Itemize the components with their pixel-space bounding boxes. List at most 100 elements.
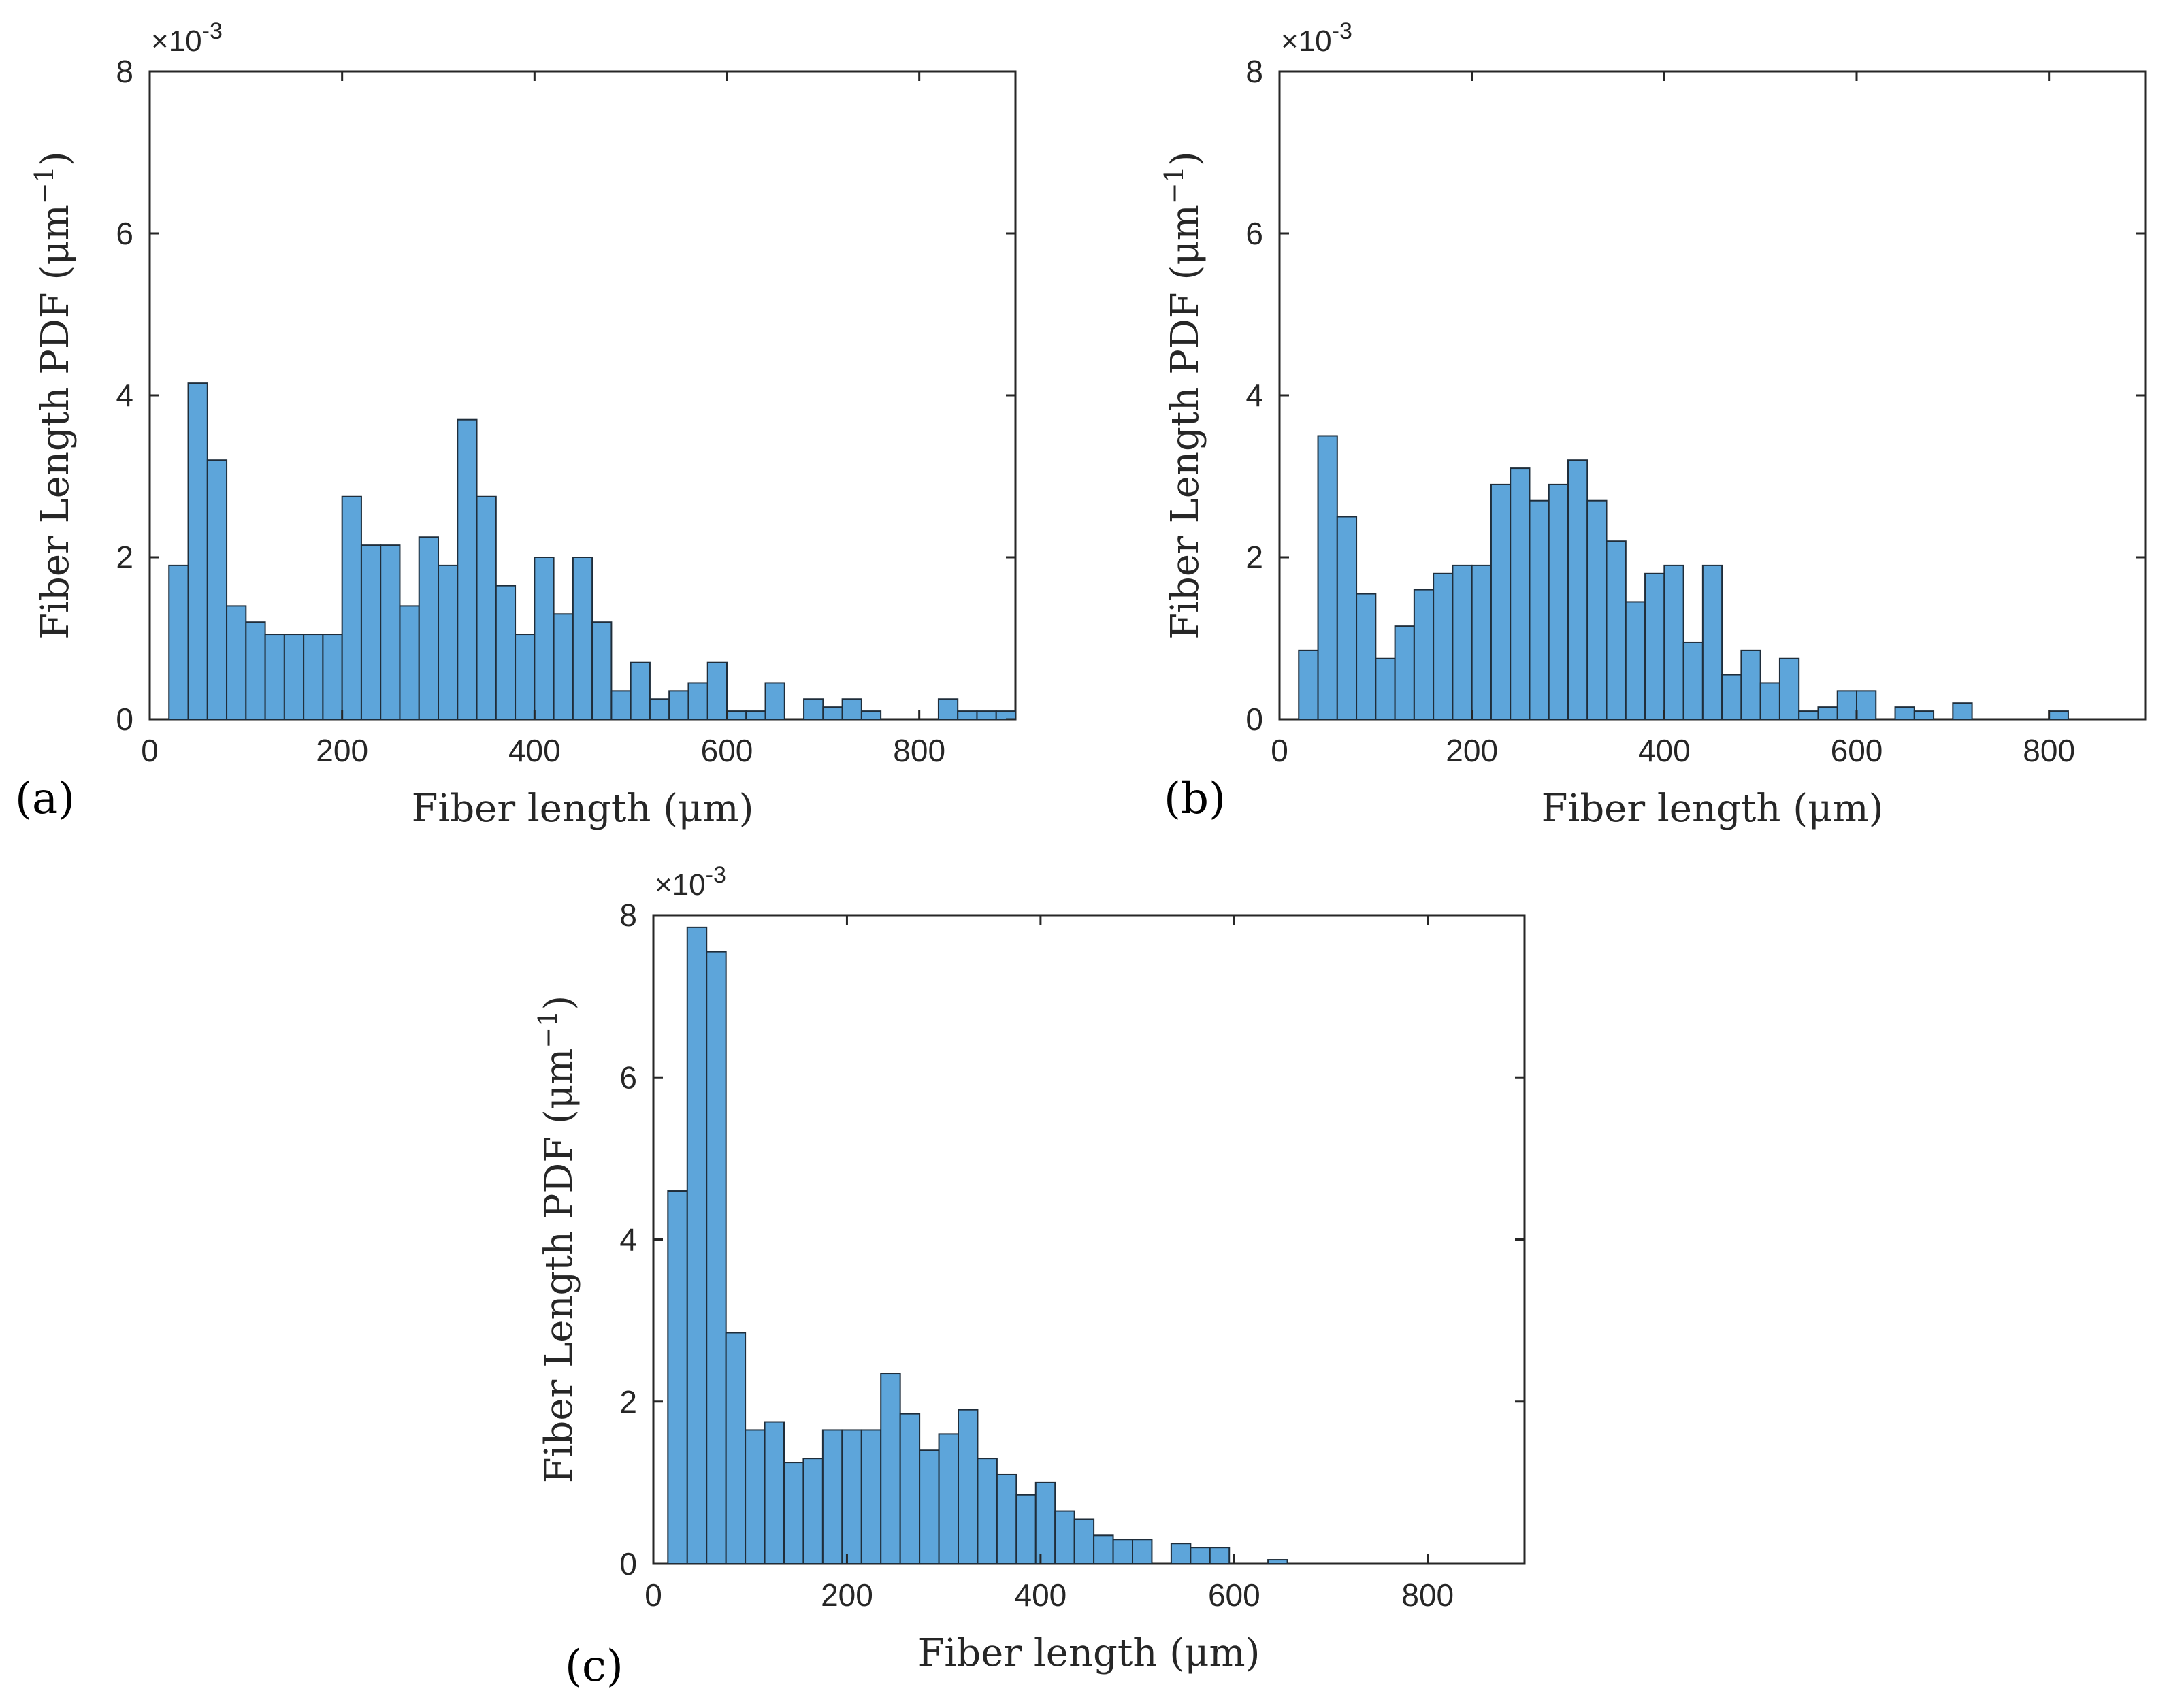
histogram-bar: [725, 1332, 747, 1565]
histogram-bar: [1567, 459, 1588, 720]
y-axis-label: Fiber Length PDF (μm−1): [1159, 151, 1207, 639]
y-tick-label: 4: [619, 1222, 637, 1258]
histogram-bar: [976, 710, 997, 720]
histogram-bar: [303, 634, 324, 720]
histogram-bar: [745, 1429, 766, 1565]
histogram-bar: [553, 613, 574, 720]
y-tick-label: 8: [1245, 54, 1263, 89]
histogram-bar: [168, 564, 189, 721]
x-tick-label: 0: [1271, 733, 1288, 768]
histogram-bar: [610, 690, 632, 720]
histogram-bar: [206, 459, 228, 720]
y-tick-label: 8: [116, 54, 133, 89]
histogram-bar: [1644, 572, 1665, 720]
histogram-bar: [1073, 1518, 1095, 1564]
histogram-bar: [822, 706, 843, 721]
histogram-bar: [937, 698, 959, 720]
histogram-bar: [841, 698, 862, 720]
histogram-bar: [764, 682, 785, 721]
y-tick-label: 0: [1245, 702, 1263, 737]
x-axis-label: Fiber length (μm): [918, 1631, 1260, 1675]
histogram-bar: [264, 634, 285, 720]
histogram-bar: [1112, 1539, 1133, 1564]
histogram-bar: [1701, 564, 1723, 721]
panel-letter: (c): [565, 1641, 623, 1692]
histogram-bar: [1625, 601, 1646, 721]
y-exponent-label: ×10-3: [1281, 18, 1352, 58]
histogram-bar: [380, 544, 401, 721]
histogram-bar: [1529, 499, 1550, 720]
histogram-bar: [977, 1458, 998, 1564]
histogram-bar: [649, 698, 670, 720]
histogram-bar: [1093, 1534, 1114, 1564]
histogram-bar: [534, 557, 555, 720]
histogram-bar: [1856, 690, 1877, 720]
histogram-bar: [495, 585, 517, 721]
y-tick-label: 0: [116, 702, 133, 737]
histogram-bar: [457, 418, 478, 720]
x-tick-label: 200: [1446, 733, 1498, 768]
histogram-bar: [1490, 483, 1512, 721]
histogram-bar: [841, 1429, 862, 1565]
panel-c: 0 200 400 600 800 0 2 4 6 8 ×10-3 Fiber length (μm)…: [533, 862, 1526, 1692]
histogram-bar: [1413, 589, 1435, 720]
y-tick-label: 4: [116, 378, 133, 413]
y-tick-label: 0: [619, 1546, 637, 1581]
y-axis-label: Fiber Length PDF (μm−1): [533, 996, 581, 1483]
histogram-bar: [706, 951, 727, 1564]
panel-letter: (a): [15, 774, 75, 824]
histogram-bars: [1298, 435, 2069, 721]
histogram-bar: [706, 661, 728, 721]
histogram-bar: [341, 495, 362, 720]
histogram-bar: [667, 1190, 688, 1564]
panel-letter: (b): [1164, 774, 1226, 824]
y-tick-label: 2: [1245, 540, 1263, 575]
histogram-bars: [667, 926, 1288, 1565]
histogram-bar: [1394, 625, 1415, 721]
y-tick-label: 2: [619, 1384, 637, 1419]
histogram-bar: [957, 710, 978, 720]
x-tick-label: 600: [701, 733, 753, 768]
histogram-bar: [1817, 706, 1838, 721]
histogram-bar: [1682, 641, 1704, 721]
histogram-bar: [1759, 682, 1780, 721]
histogram-bar: [1034, 1481, 1056, 1564]
x-tick-label: 200: [316, 733, 368, 768]
x-tick-label: 0: [645, 1577, 662, 1613]
y-axis-label: Fiber Length PDF (μm−1): [29, 151, 78, 639]
histogram-bar: [1894, 706, 1915, 721]
histogram-bar: [1913, 710, 1935, 720]
histogram-bar: [1317, 435, 1338, 720]
histogram-bar: [360, 544, 382, 721]
histogram-bar: [860, 1429, 882, 1565]
histogram-bar: [1267, 1559, 1288, 1564]
histogram-bar: [687, 682, 708, 721]
x-tick-label: 0: [141, 733, 159, 768]
histogram-bar: [572, 557, 593, 720]
histogram-bar: [1798, 710, 1819, 720]
histogram-bars: [168, 382, 1016, 721]
histogram-bar: [1952, 702, 1973, 720]
panel-a: 0 200 400 600 800 0 2 4 6 8 ×10-3 Fiber length (μm)…: [15, 18, 1017, 831]
histogram-bar: [919, 1449, 940, 1565]
histogram-bar: [880, 1373, 901, 1565]
histogram-bar: [2048, 710, 2069, 720]
histogram-bar: [1740, 649, 1761, 720]
histogram-bar: [1721, 674, 1742, 720]
histogram-bar: [399, 605, 420, 721]
histogram-bar: [1433, 572, 1454, 720]
histogram-bar: [1298, 649, 1319, 720]
histogram-bar: [187, 382, 208, 721]
histogram-bar: [1190, 1547, 1211, 1565]
histogram-bar: [1606, 540, 1627, 720]
histogram-bar: [1663, 564, 1684, 721]
histogram-bar: [1015, 1494, 1037, 1564]
histogram-bar: [745, 710, 766, 720]
histogram-bar: [283, 634, 305, 720]
histogram-bar: [515, 634, 536, 720]
x-tick-label: 800: [1401, 1577, 1454, 1613]
histogram-bar: [783, 1462, 804, 1564]
y-tick-label: 6: [1245, 216, 1263, 251]
x-tick-label: 800: [2023, 733, 2075, 768]
